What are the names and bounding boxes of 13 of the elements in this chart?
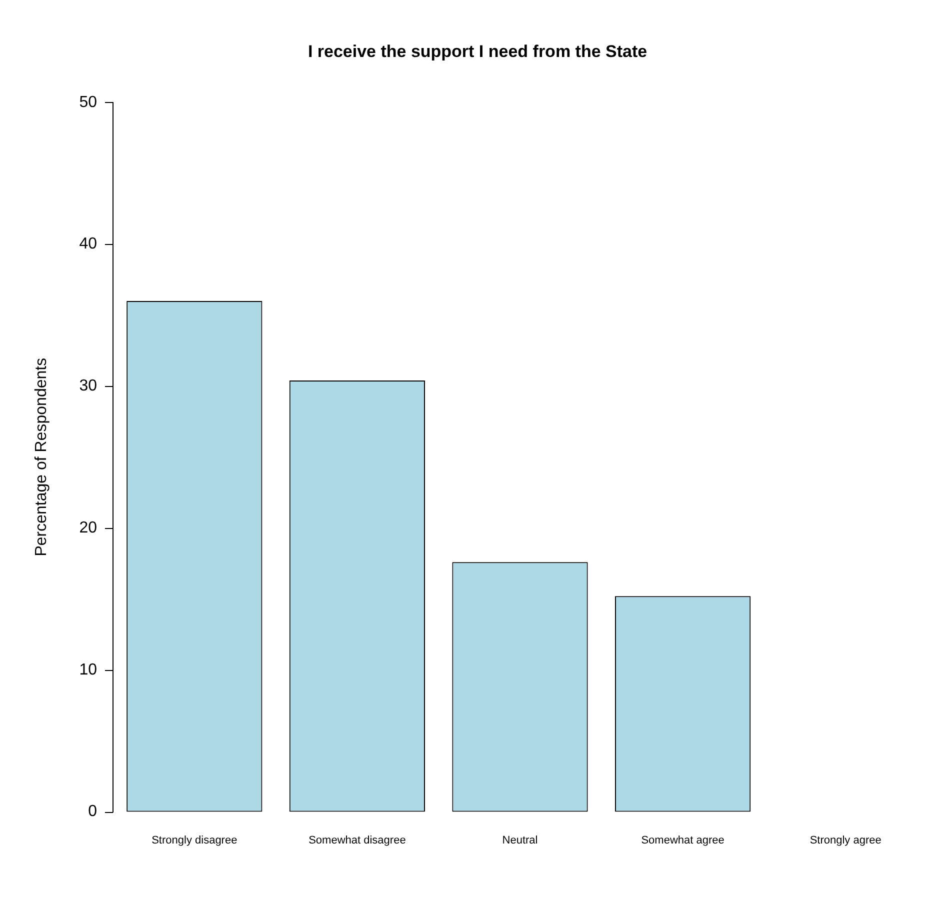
x-tick-label: Somewhat disagree <box>308 834 406 846</box>
y-tick-label: 40 <box>79 236 98 253</box>
y-tick-label: 0 <box>88 803 98 820</box>
x-tick-label: Strongly agree <box>810 834 882 846</box>
x-tick-label: Strongly disagree <box>152 834 238 846</box>
y-tick-label: 50 <box>79 94 98 111</box>
x-tick-label: Somewhat agree <box>641 834 724 846</box>
chart-title: I receive the support I need from the State <box>308 42 648 61</box>
y-tick-label: 10 <box>79 661 98 678</box>
y-axis-title: Percentage of Respondents <box>33 358 50 556</box>
x-tick-label: Neutral <box>502 834 538 846</box>
y-tick-label: 30 <box>79 378 98 395</box>
y-tick-label: 20 <box>79 519 98 536</box>
